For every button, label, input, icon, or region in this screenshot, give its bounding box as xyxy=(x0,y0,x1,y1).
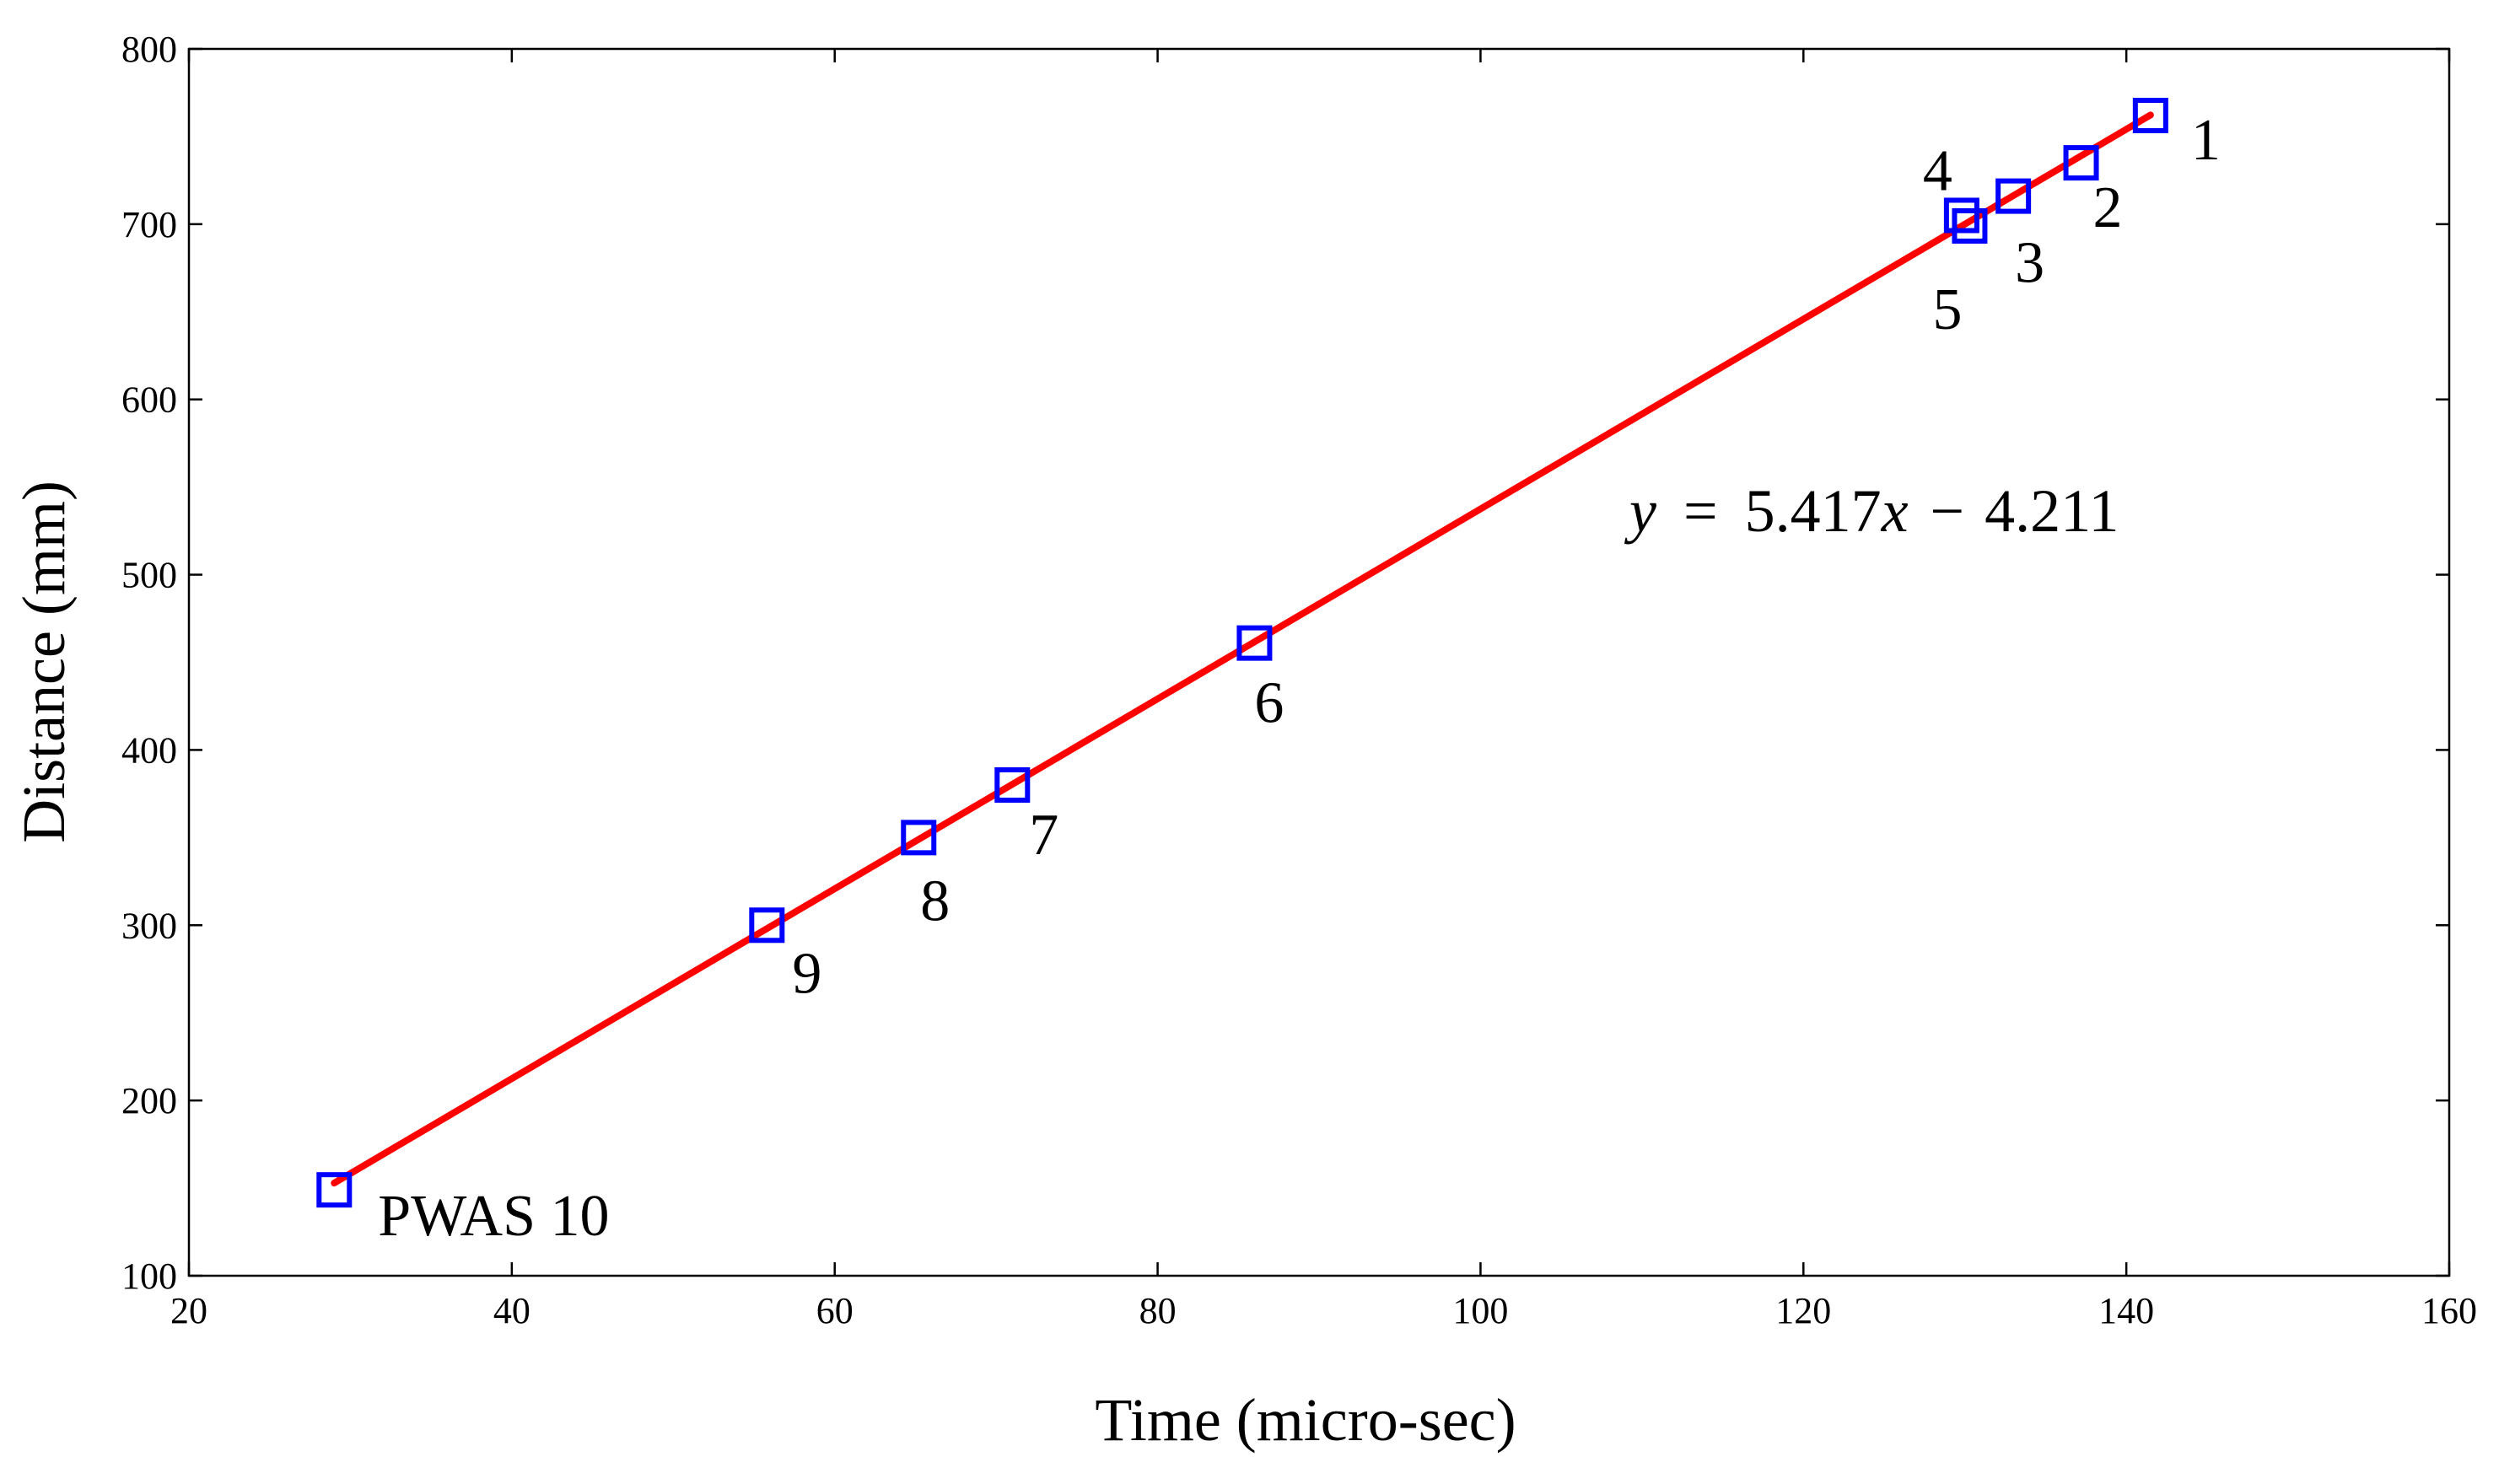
data-point-label: 7 xyxy=(1029,803,1058,868)
plot-area xyxy=(187,47,2451,1277)
data-point-marker xyxy=(1995,178,2032,214)
y-tick-label: 100 xyxy=(121,1255,177,1297)
point-labels: 1 234 5 6 7 8 9 PWAS 10 xyxy=(378,108,2221,1249)
y-tick-label: 300 xyxy=(121,905,177,946)
x-tick-label: 140 xyxy=(2098,1290,2154,1331)
y-axis-title: Distance (mm) xyxy=(10,481,78,843)
y-tick-label: 500 xyxy=(121,555,177,596)
data-point-marker xyxy=(1952,207,1988,244)
data-point-label: 6 xyxy=(1254,671,1284,736)
y-tick-label: 600 xyxy=(121,379,177,421)
data-point-label: 1 xyxy=(2191,108,2221,173)
data-point-marker xyxy=(1236,625,1273,661)
data-point-label: 3 xyxy=(2015,231,2044,296)
data-point-marker xyxy=(316,1172,353,1208)
y-tick-label: 400 xyxy=(121,729,177,771)
data-point-label: 2 xyxy=(2093,175,2123,240)
data-point-label: 4 xyxy=(1923,138,1952,203)
data-point-marker xyxy=(1943,197,1979,234)
x-tick-label: 100 xyxy=(1452,1290,1508,1331)
fit-line xyxy=(331,111,2154,1187)
x-axis-title: Time (micro-sec) xyxy=(1095,1386,1516,1454)
data-point-label: 5 xyxy=(1932,277,1962,342)
data-point-label: 8 xyxy=(920,868,950,933)
data-point-marker xyxy=(2132,97,2168,133)
data-point-marker xyxy=(994,767,1031,803)
data-point-label: 9 xyxy=(792,941,821,1006)
data-point-label: PWAS 10 xyxy=(378,1184,609,1249)
y-tick-label: 800 xyxy=(121,29,177,70)
data-markers xyxy=(316,97,2168,1208)
data-point-marker xyxy=(901,820,937,856)
y-tick-label: 200 xyxy=(121,1080,177,1121)
y-tick-label: 700 xyxy=(121,204,177,245)
x-tick-label: 20 xyxy=(170,1290,207,1331)
x-tick-label: 160 xyxy=(2421,1290,2477,1331)
x-tick-label: 60 xyxy=(816,1290,854,1331)
x-tick-label: 40 xyxy=(493,1290,530,1331)
data-point-marker xyxy=(2063,145,2099,181)
tick-labels: 20 40 60 80 100 120 140 160 100 200 300 400 500 600 70… xyxy=(121,29,2477,1331)
fit-equation: y = 5.417x − 4.211 xyxy=(1624,477,2119,545)
axis-ticks xyxy=(187,47,2451,1277)
x-tick-label: 120 xyxy=(1775,1290,1831,1331)
x-tick-label: 80 xyxy=(1139,1290,1177,1331)
data-point-marker xyxy=(749,907,785,944)
